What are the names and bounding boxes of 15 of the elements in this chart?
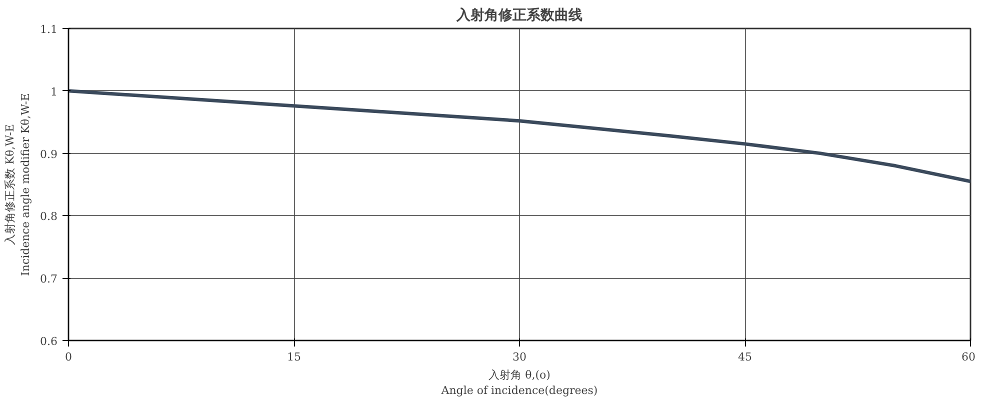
x-tick-label: 0 (65, 350, 72, 364)
y-tick-label: 1 (50, 85, 58, 98)
x-axis-title: 入射角 θ,(o) Angle of incidence(degrees) (440, 368, 598, 398)
y-tick-label: 1.1 (40, 23, 58, 36)
x-tick-label: 15 (287, 350, 301, 364)
y-tick-label: 0.9 (40, 148, 58, 161)
y-axis-title: 入射角修正系数 Kθ,W-E Incidence angle modifier Kθ,W-E (3, 93, 32, 276)
x-tick-label: 30 (512, 350, 526, 364)
y-tick-label: 0.6 (40, 335, 58, 348)
chart-title: 入射角修正系数曲线 (456, 8, 582, 24)
line-series (68, 89, 970, 184)
y-tick-label: 0.7 (40, 272, 58, 286)
y-tick-label: 0.8 (40, 210, 58, 224)
x-tick-label: 45 (738, 350, 752, 364)
x-tick-label: 60 (962, 350, 976, 364)
